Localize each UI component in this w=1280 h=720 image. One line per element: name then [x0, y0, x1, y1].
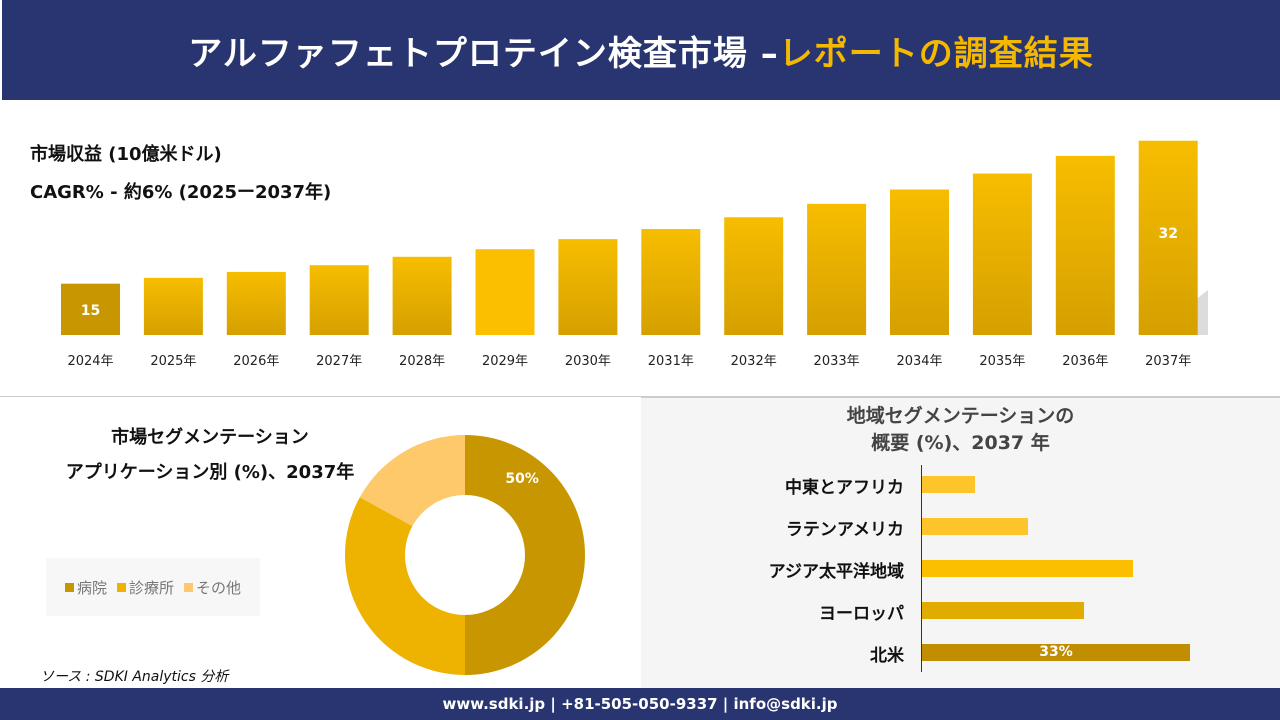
x-tick-label: 2024年: [67, 354, 113, 369]
x-tick-label: 2032年: [731, 354, 777, 369]
page-header: アルファフェトプロテイン検査市場 – レポートの調査結果: [2, 0, 1280, 100]
x-tick-label: 2028年: [399, 354, 445, 369]
region-label: ラテンアメリカ: [785, 520, 904, 540]
legend-label: その他: [196, 578, 242, 597]
revenue-bar: [972, 173, 1032, 335]
source-note: ソース : SDKI Analytics 分析: [40, 669, 229, 685]
region-title: 地域セグメンテーションの 概要 (%)、2037 年: [641, 403, 1280, 457]
legend-swatch: [116, 582, 126, 592]
x-tick-label: 2027年: [316, 354, 362, 369]
revenue-bar: [807, 203, 867, 335]
cagr-label: CAGR% - 約6% (2025ー2037年): [30, 182, 332, 203]
legend-label: 診療所: [128, 578, 174, 597]
region-label: ヨーロッパ: [819, 604, 904, 624]
bar-data-label: 32: [1158, 226, 1177, 242]
revenue-bar: [890, 189, 949, 335]
region-title-1: 地域セグメンテーションの: [846, 405, 1075, 427]
donut-slice: [345, 497, 465, 675]
footer-contact: www.sdki.jp | +81-505-050-9337 | info@sd…: [0, 688, 1280, 720]
x-tick-label: 2026年: [233, 354, 279, 369]
region-axis: [921, 465, 922, 672]
x-tick-label: 2030年: [565, 354, 611, 369]
legend-swatch: [64, 582, 74, 592]
donut-slice: [465, 435, 585, 675]
x-tick-label: 2034年: [896, 354, 942, 369]
revenue-bar: [392, 256, 452, 335]
region-panel: [641, 397, 1280, 688]
segment-title-1: 市場セグメンテーション: [111, 427, 309, 448]
title-main: アルファフェトプロテイン検査市場 –: [188, 33, 779, 74]
revenue-bar: [309, 265, 369, 335]
donut-data-label: 50%: [505, 471, 539, 487]
revenue-bar: [1055, 155, 1115, 335]
region-bar: [922, 476, 975, 493]
x-tick-label: 2035年: [979, 354, 1025, 369]
revenue-bar: [61, 283, 120, 335]
donut-slice: [359, 435, 465, 527]
region-label: 中東とアフリカ: [785, 478, 904, 498]
revenue-label: 市場収益 (10億米ドル): [30, 144, 222, 165]
legend-item-clinic: 診療所: [116, 577, 174, 598]
donut-chart: 50%: [345, 435, 585, 675]
divider: [0, 396, 1280, 397]
legend-item-hospital: 病院: [64, 577, 107, 598]
revenue-bar: [1138, 140, 1198, 335]
legend-label: 病院: [76, 578, 107, 597]
revenue-bar-svg: 2024年 15 2025年 2026年 2027年 2028年 2029年 2030年 203…: [60, 140, 1208, 369]
region-label: アジア太平洋地域: [768, 562, 904, 582]
revenue-bar: [475, 249, 535, 335]
donut-legend: 病院 診療所 その他: [46, 558, 260, 616]
x-tick-label: 2037年: [1145, 354, 1191, 369]
x-tick-label: 2029年: [482, 354, 528, 369]
region-bar: 33%: [922, 644, 1190, 661]
x-tick-label: 2036年: [1062, 354, 1108, 369]
region-bar: [922, 518, 1028, 535]
bar-data-label: 15: [81, 303, 100, 319]
region-bar: [922, 560, 1134, 577]
legend-item-other: その他: [184, 577, 241, 598]
title-accent: レポートの調査結果: [778, 33, 1094, 74]
revenue-bar: [558, 239, 618, 335]
region-label: 北米: [870, 646, 904, 666]
x-tick-label: 2031年: [648, 354, 694, 369]
region-title-2: 概要 (%)、2037 年: [871, 432, 1050, 454]
region-bar: [922, 602, 1085, 619]
revenue-bar: [641, 229, 701, 335]
x-tick-label: 2025年: [150, 354, 196, 369]
revenue-bar: [724, 217, 784, 335]
revenue-bar: [226, 271, 286, 335]
revenue-bar: [143, 277, 203, 335]
legend-swatch: [184, 582, 193, 592]
x-tick-label: 2033年: [814, 354, 860, 369]
segment-title-2: アプリケーション別 (%)、2037年: [65, 462, 355, 483]
